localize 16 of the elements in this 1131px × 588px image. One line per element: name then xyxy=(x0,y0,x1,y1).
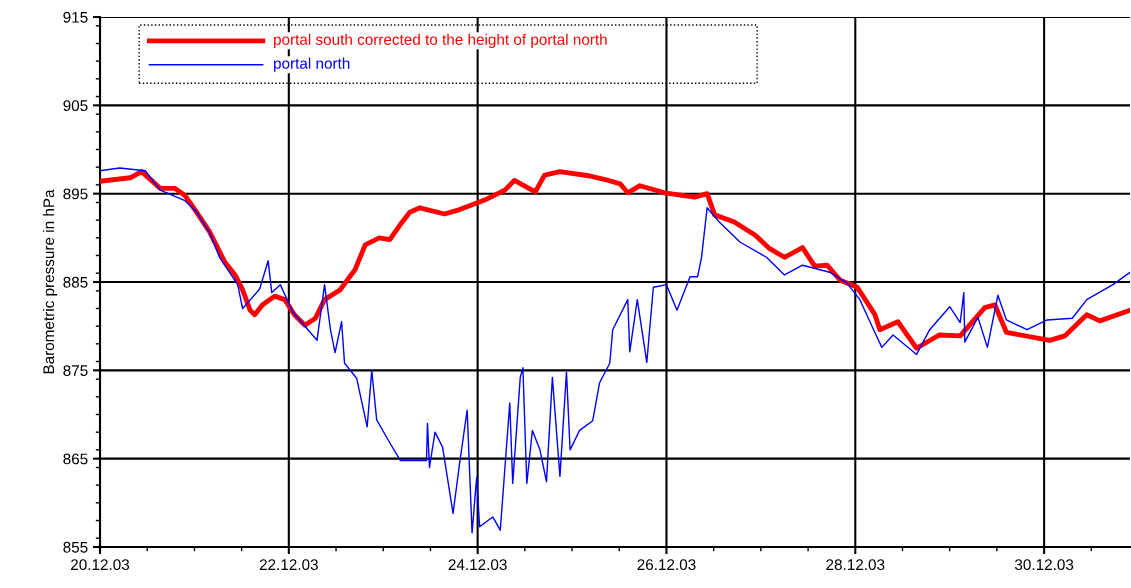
y-tick-label: 865 xyxy=(63,453,88,465)
text: portal south corrected to the height of portal north xyxy=(274,33,607,48)
y-tick-label: 905 xyxy=(63,100,88,112)
y-tick-label: 895 xyxy=(63,188,88,200)
y-tick-label: 875 xyxy=(63,365,88,377)
text: portal north xyxy=(274,57,350,72)
x-tick-label: 28.12.03 xyxy=(826,559,885,571)
y-axis-title: Barometric pressure in hPa xyxy=(42,189,58,374)
x-tick-label: 24.12.03 xyxy=(448,559,507,571)
x-tick-label: 30.12.03 xyxy=(1014,559,1074,571)
x-tick-label: 20.12.03 xyxy=(71,559,130,571)
y-tick-label: 855 xyxy=(63,541,88,553)
x-tick-label: 26.12.03 xyxy=(637,559,696,571)
y-tick-label: 885 xyxy=(63,276,88,288)
x-tick-label: 22.12.03 xyxy=(259,559,318,571)
y-tick-label: 915 xyxy=(63,11,88,23)
